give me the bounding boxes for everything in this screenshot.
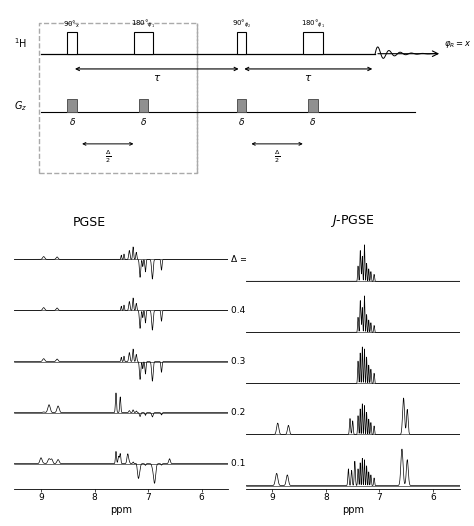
Bar	[237, 99, 246, 112]
Text: $\delta$: $\delta$	[309, 116, 316, 127]
Text: Δ = 0.5 s: Δ = 0.5 s	[231, 255, 273, 264]
Text: 0.1 s: 0.1 s	[231, 459, 253, 468]
Bar	[67, 32, 77, 54]
Bar	[303, 32, 322, 54]
Text: $90°_{\phi_2}$: $90°_{\phi_2}$	[232, 18, 251, 30]
Bar	[237, 32, 246, 54]
Text: $\tau$: $\tau$	[153, 73, 161, 83]
Text: PGSE: PGSE	[73, 216, 106, 229]
Text: $90°_x$: $90°_x$	[64, 19, 81, 30]
Text: $\tau$: $\tau$	[304, 73, 312, 83]
Text: $G_z$: $G_z$	[14, 99, 27, 113]
Text: 0.3 s: 0.3 s	[231, 357, 253, 366]
Text: 0.4 s: 0.4 s	[231, 306, 253, 315]
Text: 0.2 s: 0.2 s	[231, 408, 253, 417]
Bar	[67, 99, 77, 112]
Text: $180°_{\phi_1}$: $180°_{\phi_1}$	[131, 18, 155, 30]
X-axis label: ppm: ppm	[110, 505, 132, 515]
Text: $^1$H: $^1$H	[14, 36, 27, 50]
Text: $\frac{\Delta}{2}$: $\frac{\Delta}{2}$	[105, 148, 111, 165]
Text: $180°_{\phi_1}$: $180°_{\phi_1}$	[301, 18, 325, 30]
Bar	[138, 99, 148, 112]
Text: $\delta$: $\delta$	[69, 116, 76, 127]
X-axis label: ppm: ppm	[342, 505, 364, 515]
Text: $\delta$: $\delta$	[140, 116, 147, 127]
Text: $\delta$: $\delta$	[238, 116, 245, 127]
Text: $\frac{\Delta}{2}$: $\frac{\Delta}{2}$	[274, 148, 280, 165]
Text: $J$-PGSE: $J$-PGSE	[330, 213, 375, 229]
Text: $\varphi_R = x$: $\varphi_R = x$	[444, 39, 471, 50]
Bar	[134, 32, 153, 54]
Bar	[308, 99, 318, 112]
